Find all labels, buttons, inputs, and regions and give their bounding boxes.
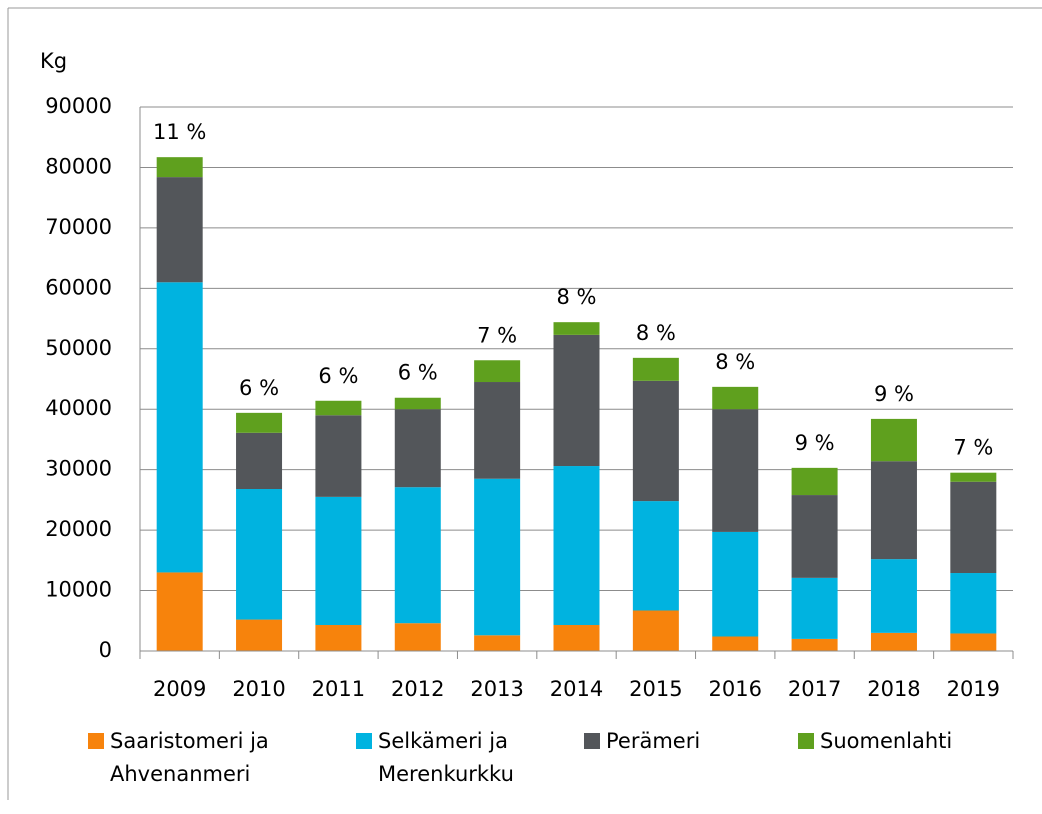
bar-segment — [632, 610, 679, 651]
bar-segment — [236, 412, 283, 433]
bar-segment — [156, 157, 203, 178]
bar-annotation: 7 % — [953, 436, 993, 460]
bar-segment — [474, 382, 521, 479]
x-tick-label: 2017 — [788, 677, 841, 701]
legend-swatch — [88, 733, 104, 749]
bar-segment — [236, 432, 283, 490]
bar-segment — [394, 487, 441, 624]
bar-segment — [632, 357, 679, 381]
bar-segment — [950, 633, 997, 651]
legend-label: Saaristomeri ja Ahvenanmeri — [110, 729, 269, 786]
bar-segment — [315, 625, 362, 651]
bar-annotation: 8 % — [715, 350, 755, 374]
y-tick-label: 80000 — [45, 154, 112, 178]
bar-segment — [870, 418, 917, 462]
bar-segment — [394, 397, 441, 410]
y-tick-label: 70000 — [45, 215, 112, 239]
bar-segment — [791, 638, 838, 651]
bar-segment — [315, 496, 362, 626]
bar-segment — [553, 334, 600, 467]
bar-segment — [394, 623, 441, 651]
bar-segment — [553, 322, 600, 335]
x-tick-label: 2016 — [709, 677, 762, 701]
y-tick-label: 10000 — [45, 578, 112, 602]
legend-label: Suomenlahti — [820, 729, 953, 753]
y-tick-label: 0 — [99, 638, 112, 662]
x-tick-label: 2010 — [232, 677, 285, 701]
bar-segment — [553, 625, 600, 651]
x-tick-label: 2011 — [312, 677, 365, 701]
bar-annotation: 9 % — [874, 382, 914, 406]
bar-segment — [156, 177, 203, 283]
bar-segment — [870, 461, 917, 560]
bar-segment — [712, 636, 759, 651]
y-tick-label: 50000 — [45, 336, 112, 360]
bar-segment — [712, 531, 759, 637]
x-tick-label: 2018 — [867, 677, 920, 701]
legend-swatch — [584, 733, 600, 749]
x-tick-label: 2009 — [153, 677, 206, 701]
legend-label: Selkämeri ja Merenkurkku — [378, 729, 514, 786]
bar-segment — [791, 467, 838, 496]
bar-segment — [474, 635, 521, 651]
bar-segment — [474, 478, 521, 636]
legend-label: Perämeri — [606, 729, 701, 753]
bar-segment — [474, 360, 521, 383]
y-axis-label: Kg — [40, 49, 67, 73]
bar-segment — [870, 559, 917, 633]
bar-segment — [870, 632, 917, 651]
legend-swatch — [356, 733, 372, 749]
bar-segment — [950, 472, 997, 482]
bar-segment — [632, 501, 679, 611]
bar-annotation: 8 % — [557, 285, 597, 309]
bar-segment — [553, 466, 600, 626]
bar-segment — [632, 380, 679, 502]
bar-annotation: 6 % — [239, 376, 279, 400]
x-tick-label: 2019 — [947, 677, 1000, 701]
x-tick-label: 2014 — [550, 677, 603, 701]
bar-segment — [791, 495, 838, 578]
y-tick-label: 20000 — [45, 517, 112, 541]
bar-annotation: 8 % — [636, 321, 676, 345]
legend-swatch — [798, 733, 814, 749]
bar-annotation: 7 % — [477, 323, 517, 347]
x-tick-label: 2015 — [629, 677, 682, 701]
y-tick-label: 40000 — [45, 396, 112, 420]
bar-segment — [950, 573, 997, 634]
bar-segment — [236, 489, 283, 620]
bar-segment — [156, 282, 203, 573]
y-tick-label: 90000 — [45, 94, 112, 118]
bar-annotation: 6 % — [398, 361, 438, 385]
x-tick-label: 2013 — [470, 677, 523, 701]
bar-segment — [236, 619, 283, 651]
y-tick-label: 60000 — [45, 275, 112, 299]
bar-annotation: 9 % — [795, 431, 835, 455]
y-tick-label: 30000 — [45, 457, 112, 481]
bar-segment — [394, 409, 441, 488]
bar-segment — [315, 400, 362, 416]
bar-annotation: 11 % — [153, 120, 206, 144]
x-tick-label: 2012 — [391, 677, 444, 701]
bar-segment — [950, 481, 997, 574]
bar-segment — [156, 572, 203, 651]
bar-segment — [712, 409, 759, 532]
bar-segment — [791, 577, 838, 639]
bar-segment — [315, 415, 362, 497]
bar-segment — [712, 386, 759, 410]
bar-annotation: 6 % — [318, 364, 358, 388]
